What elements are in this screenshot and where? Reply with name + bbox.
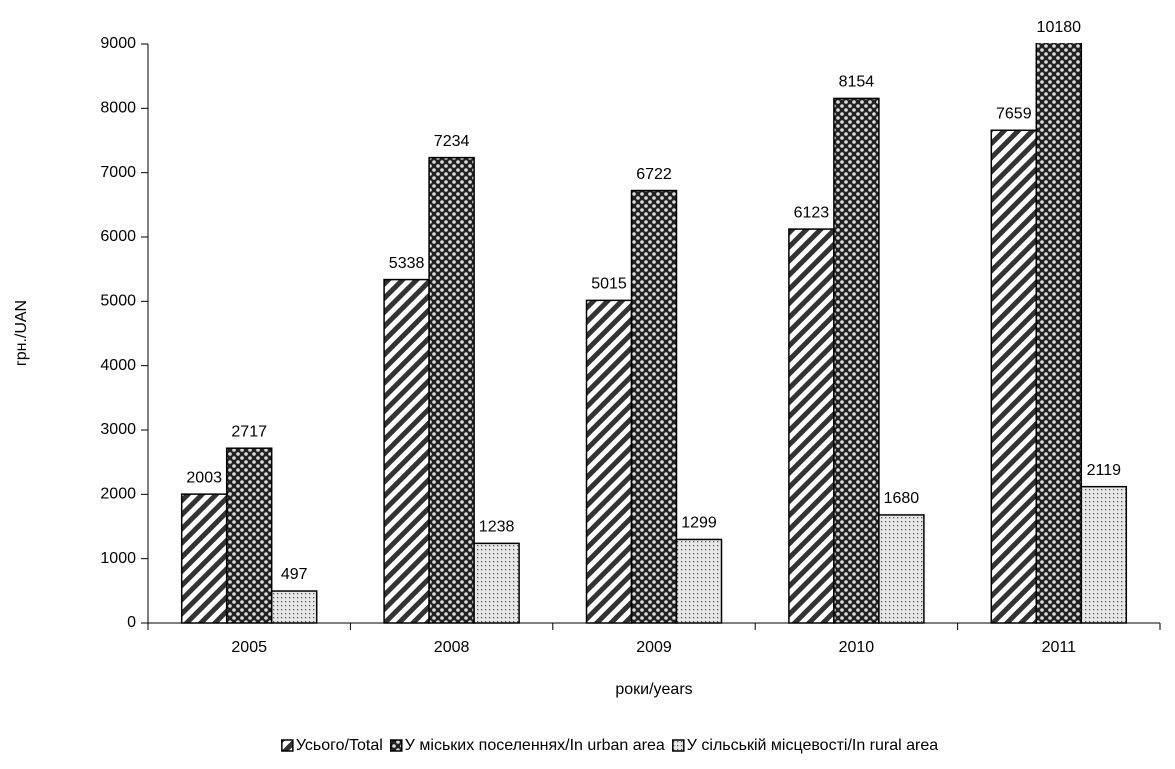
x-tick-label: 2010 [839,639,875,656]
legend-swatch [672,739,685,752]
legend-swatch [281,739,294,752]
value-label: 2717 [231,423,267,440]
value-label: 2003 [186,469,222,486]
y-tick-label: 7000 [100,164,136,181]
y-tick-label: 5000 [100,293,136,310]
value-label: 5338 [389,255,425,272]
value-label: 7234 [434,133,470,150]
y-tick-label: 1000 [100,550,136,567]
x-tick-label: 2009 [636,639,672,656]
value-label: 10180 [1037,19,1082,36]
bar [788,228,835,624]
bar [270,590,318,624]
value-label: 5015 [591,276,627,293]
bar [428,156,475,624]
x-tick-label: 2005 [231,639,267,656]
legend-label: У сільській місцевості/In rural area [687,737,938,754]
y-axis-title: грн./UAN [13,300,30,366]
bar [585,299,633,624]
value-label: 7659 [996,105,1032,122]
legend-label: У міських поселеннях/In urban area [405,737,665,754]
bar [225,447,273,624]
x-tick-label: 2011 [1042,639,1077,656]
value-label: 1238 [479,519,515,536]
bar [833,97,880,624]
bar [1035,43,1083,624]
value-label: 497 [281,566,308,583]
y-tick-label: 4000 [100,357,136,374]
y-tick-label: 3000 [100,421,136,438]
legend-swatch [390,739,403,752]
plot-area [180,43,1128,624]
legend-label: Усього/Total [296,737,383,754]
y-tick-label: 6000 [100,228,136,245]
bar [473,542,520,624]
y-tick-label: 0 [127,614,136,631]
value-label: 2119 [1087,462,1122,479]
value-label: 6123 [794,204,830,221]
x-axis-title: роки/years [615,681,692,698]
value-label: 8154 [839,74,875,91]
bar [675,538,723,624]
y-tick-label: 8000 [100,100,136,117]
value-label: 1299 [681,515,717,532]
value-label: 6722 [636,166,672,183]
bar [1080,485,1128,624]
y-tick-label: 9000 [100,35,136,52]
x-tick-label: 2008 [434,639,470,656]
bar [630,189,678,624]
y-tick-label: 2000 [100,486,136,503]
bar [383,278,430,624]
bar [990,129,1038,624]
bar [180,493,228,624]
bar [878,514,925,624]
value-label: 1680 [884,490,920,507]
